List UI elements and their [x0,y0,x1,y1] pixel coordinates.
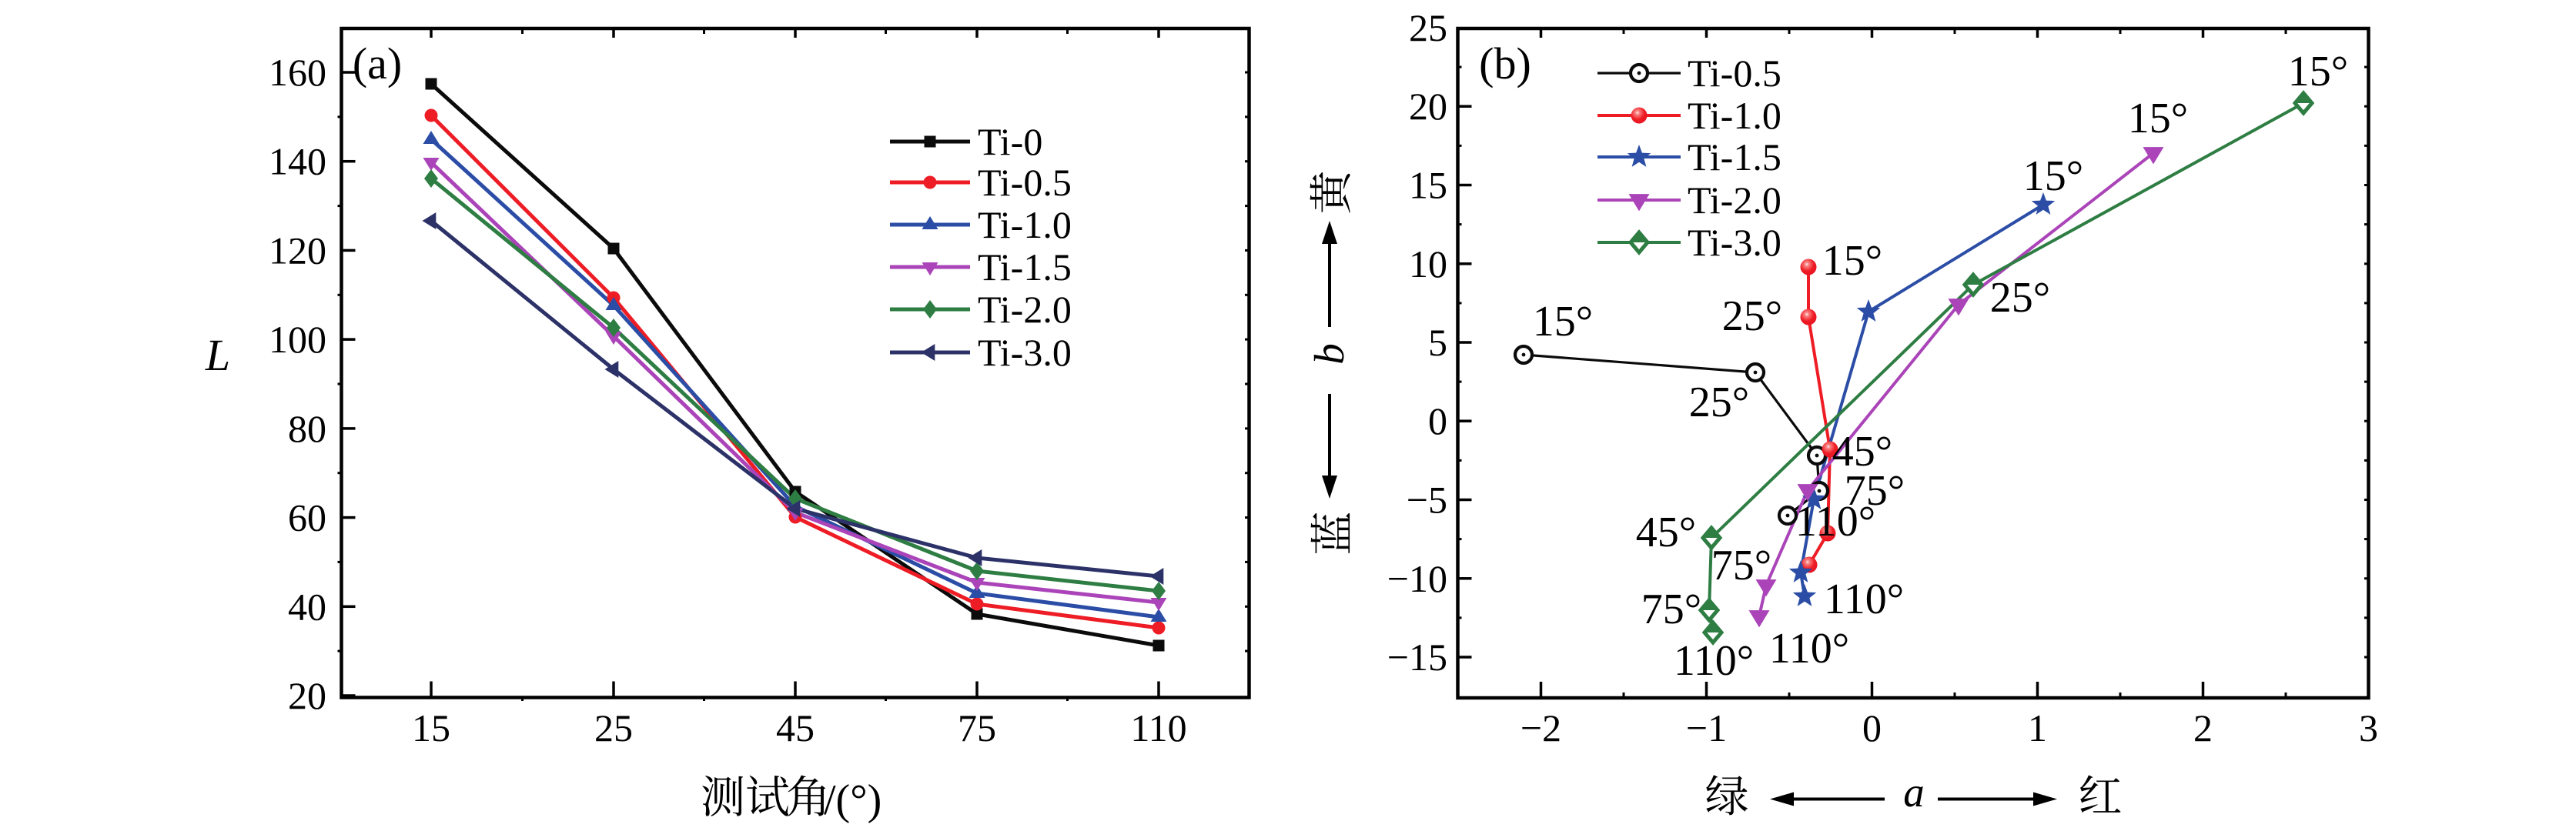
svg-text:80: 80 [288,407,326,450]
svg-text:Ti-1.5: Ti-1.5 [1688,135,1781,179]
svg-text:−15: −15 [1387,636,1447,679]
svg-text:60: 60 [288,496,326,539]
svg-text:15°: 15° [2128,95,2188,142]
svg-text:Ti-2.0: Ti-2.0 [1688,179,1781,222]
svg-text:a: a [1903,769,1925,816]
svg-text:20: 20 [288,674,326,717]
svg-text:25°: 25° [1689,379,1749,426]
svg-text:25°: 25° [1722,292,1782,340]
svg-text:140: 140 [269,140,326,183]
svg-text:75: 75 [958,706,996,749]
svg-text:(a): (a) [353,38,402,88]
svg-text:Ti-1.0: Ti-1.0 [1688,94,1781,137]
svg-text:75°: 75° [1845,467,1905,515]
svg-text:L: L [205,330,230,380]
svg-text:110°: 110° [1769,625,1849,672]
svg-text:20: 20 [1409,85,1447,128]
svg-text:Ti-0: Ti-0 [978,120,1042,163]
svg-text:Ti-2.0: Ti-2.0 [978,288,1072,331]
svg-text:Ti-0.5: Ti-0.5 [978,161,1072,204]
svg-text:45°: 45° [1832,428,1892,476]
svg-text:Ti-1.0: Ti-1.0 [978,203,1072,246]
svg-text:45: 45 [776,706,815,749]
svg-text:15: 15 [1409,164,1447,207]
svg-text:15°: 15° [1533,298,1593,345]
svg-text:15°: 15° [1822,237,1882,285]
svg-text:Ti-3.0: Ti-3.0 [1688,221,1781,264]
svg-text:75°: 75° [1641,586,1701,633]
svg-text:15°: 15° [2023,152,2083,200]
svg-text:40: 40 [288,585,326,628]
svg-text:2: 2 [2193,706,2213,749]
svg-text:−1: −1 [1686,706,1727,749]
svg-text:3: 3 [2359,706,2378,749]
svg-text:110: 110 [1130,706,1186,749]
svg-text:45°: 45° [1636,509,1696,556]
svg-text:(b): (b) [1479,38,1531,88]
svg-text:0: 0 [1428,399,1447,442]
svg-text:10: 10 [1409,242,1447,285]
svg-text:160: 160 [269,51,326,94]
svg-text:110°: 110° [1824,576,1904,623]
svg-text:100: 100 [269,318,326,361]
svg-text:1: 1 [2028,706,2047,749]
svg-text:−10: −10 [1387,557,1447,600]
svg-text:/(°): /(°) [824,776,882,824]
svg-text:75°: 75° [1711,542,1771,589]
svg-text:0: 0 [1862,706,1882,749]
svg-text:25°: 25° [1990,274,2050,322]
svg-text:b: b [1306,343,1353,365]
svg-text:−5: −5 [1407,479,1447,522]
svg-text:Ti-0.5: Ti-0.5 [1688,52,1781,95]
svg-text:Ti-1.5: Ti-1.5 [978,245,1072,289]
svg-text:15: 15 [412,706,450,749]
svg-text:5: 5 [1428,321,1447,364]
svg-text:25: 25 [1409,6,1447,49]
svg-text:−2: −2 [1521,706,1561,749]
svg-text:15°: 15° [2288,48,2348,95]
svg-text:110°: 110° [1674,637,1754,685]
svg-text:Ti-3.0: Ti-3.0 [978,331,1072,374]
svg-text:120: 120 [269,229,326,272]
svg-text:25: 25 [594,706,633,749]
svg-text:110°: 110° [1795,498,1875,546]
